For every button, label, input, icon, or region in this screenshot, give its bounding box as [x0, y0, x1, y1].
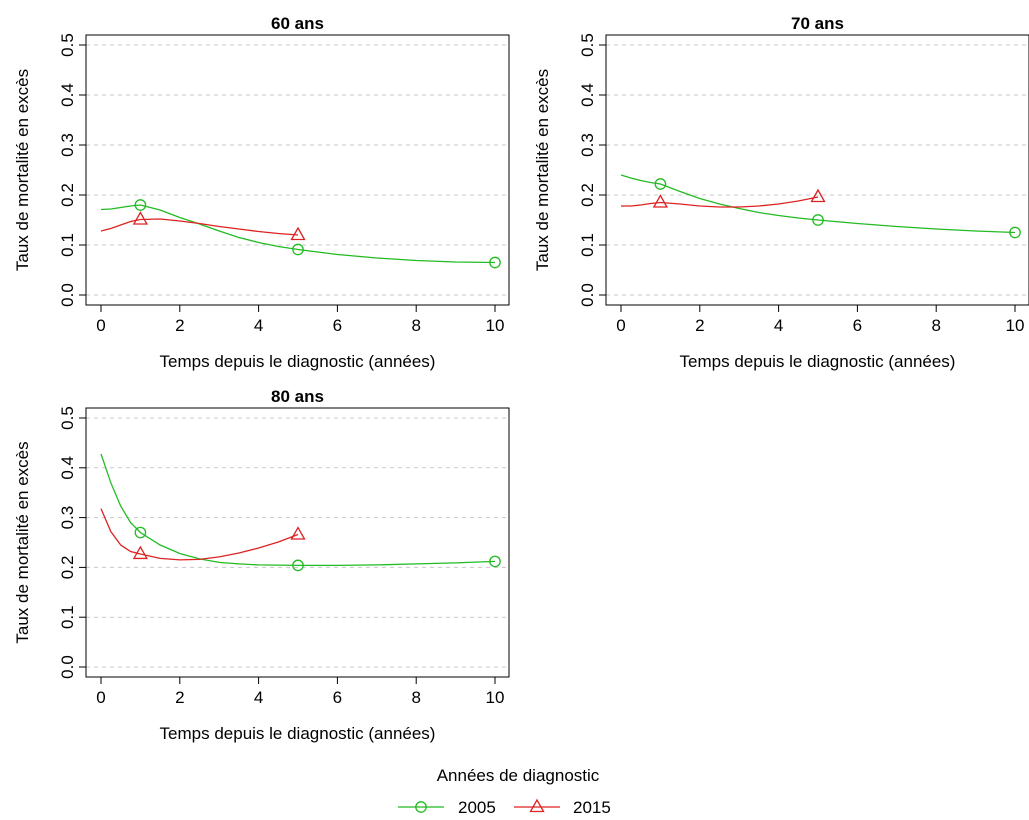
- y-tick-label: 0.2: [58, 556, 77, 580]
- legend-item-2005: 2005: [398, 798, 496, 817]
- y-tick-label: 0.3: [58, 133, 77, 157]
- y-tick-label: 0.4: [58, 83, 77, 107]
- chart-panels: 60 ans 0 2 4 6 8 10 0.0 0.1 0.2 0.3 0.4 0.5 Temps dep…: [13, 14, 1029, 743]
- y-tick-label: 0.5: [58, 406, 77, 430]
- y-tick-label: 0.5: [578, 33, 597, 57]
- plot-frame: [85, 34, 510, 306]
- data-point-2005: [489, 555, 501, 568]
- y-axis-label: Taux de mortalité en excès: [533, 69, 552, 271]
- x-tick-label: 2: [695, 316, 704, 335]
- series-line-2005: [620, 174, 1016, 234]
- y-tick-label: 0.5: [58, 33, 77, 57]
- data-point-2015: [652, 194, 669, 208]
- x-tick-label: 8: [411, 316, 420, 335]
- legend-label-2005: 2005: [458, 798, 496, 817]
- data-point-2005: [134, 526, 147, 539]
- x-tick-label: 0: [96, 688, 105, 707]
- x-axis-label: Temps depuis le diagnostic (années): [160, 724, 436, 743]
- x-tick-label: 8: [931, 316, 940, 335]
- y-tick-label: 0.4: [578, 83, 597, 107]
- x-tick-label: 4: [254, 688, 263, 707]
- data-point-2005: [654, 178, 667, 190]
- data-point-2015: [132, 211, 149, 225]
- data-point-2005: [134, 199, 147, 211]
- chart-panel-2: 70 ans 0 2 4 6 8 10 0.0 0.1 0.2 0.3 0.4 0.5 Temps dep…: [533, 14, 1029, 371]
- series-line-2015: [100, 218, 299, 236]
- data-point-2015: [132, 545, 149, 560]
- y-axis-label: Taux de mortalité en excès: [13, 69, 32, 271]
- data-point-2005: [1009, 226, 1021, 239]
- chart-panel-1: 60 ans 0 2 4 6 8 10 0.0 0.1 0.2 0.3 0.4 0.5 Temps dep…: [13, 14, 510, 371]
- y-tick-label: 0.3: [58, 506, 77, 530]
- x-tick-label: 6: [333, 688, 342, 707]
- x-axis-label: Temps depuis le diagnostic (années): [160, 352, 436, 371]
- x-tick-label: 10: [486, 316, 505, 335]
- legend-item-2015: 2015: [514, 798, 611, 817]
- y-tick-label: 0.0: [58, 655, 77, 679]
- x-tick-label: 10: [1006, 316, 1025, 335]
- plot-frame: [605, 34, 1029, 306]
- legend-marker-2015: [529, 798, 545, 813]
- x-tick-label: 6: [853, 316, 862, 335]
- legend-title: Années de diagnostic: [437, 766, 600, 785]
- legend-marker-2005: [415, 801, 427, 813]
- x-tick-label: 4: [254, 316, 263, 335]
- series-line-2015: [100, 508, 299, 561]
- y-tick-label: 0.1: [578, 233, 597, 257]
- legend: Années de diagnostic 2005 2015: [398, 766, 611, 817]
- x-tick-label: 0: [616, 316, 625, 335]
- panel-title: 60 ans: [271, 14, 324, 33]
- x-tick-label: 4: [774, 316, 783, 335]
- y-tick-label: 0.1: [58, 605, 77, 629]
- y-tick-label: 0.4: [58, 456, 77, 480]
- y-axis-label: Taux de mortalité en excès: [13, 441, 32, 643]
- panel-title: 80 ans: [271, 387, 324, 406]
- series-line-2005: [100, 204, 496, 264]
- legend-label-2015: 2015: [573, 798, 611, 817]
- y-tick-label: 0.2: [578, 183, 597, 207]
- y-tick-label: 0.2: [58, 183, 77, 207]
- x-tick-label: 6: [333, 316, 342, 335]
- plot-frame: [85, 407, 510, 678]
- data-point-2005: [292, 559, 304, 572]
- x-tick-label: 2: [175, 316, 184, 335]
- data-point-2015: [810, 188, 826, 203]
- y-tick-label: 0.0: [578, 283, 597, 307]
- data-point-2005: [489, 256, 501, 269]
- y-tick-label: 0.1: [58, 233, 77, 257]
- chart-panel-3: 80 ans 0 2 4 6 8 10 0.0 0.1 0.2 0.3 0.4 0.5 Temps dep…: [13, 387, 510, 743]
- y-tick-label: 0.0: [58, 283, 77, 307]
- x-tick-label: 8: [411, 688, 420, 707]
- series-line-2005: [100, 453, 496, 567]
- y-tick-label: 0.3: [578, 133, 597, 157]
- x-tick-label: 0: [96, 316, 105, 335]
- panel-title: 70 ans: [791, 14, 844, 33]
- data-point-2015: [290, 226, 306, 241]
- x-axis-label: Temps depuis le diagnostic (années): [680, 352, 956, 371]
- data-point-2015: [290, 526, 306, 540]
- x-tick-label: 2: [175, 688, 184, 707]
- data-point-2005: [292, 243, 304, 256]
- x-tick-label: 10: [486, 688, 505, 707]
- series-line-2015: [621, 196, 819, 208]
- data-point-2005: [812, 214, 824, 226]
